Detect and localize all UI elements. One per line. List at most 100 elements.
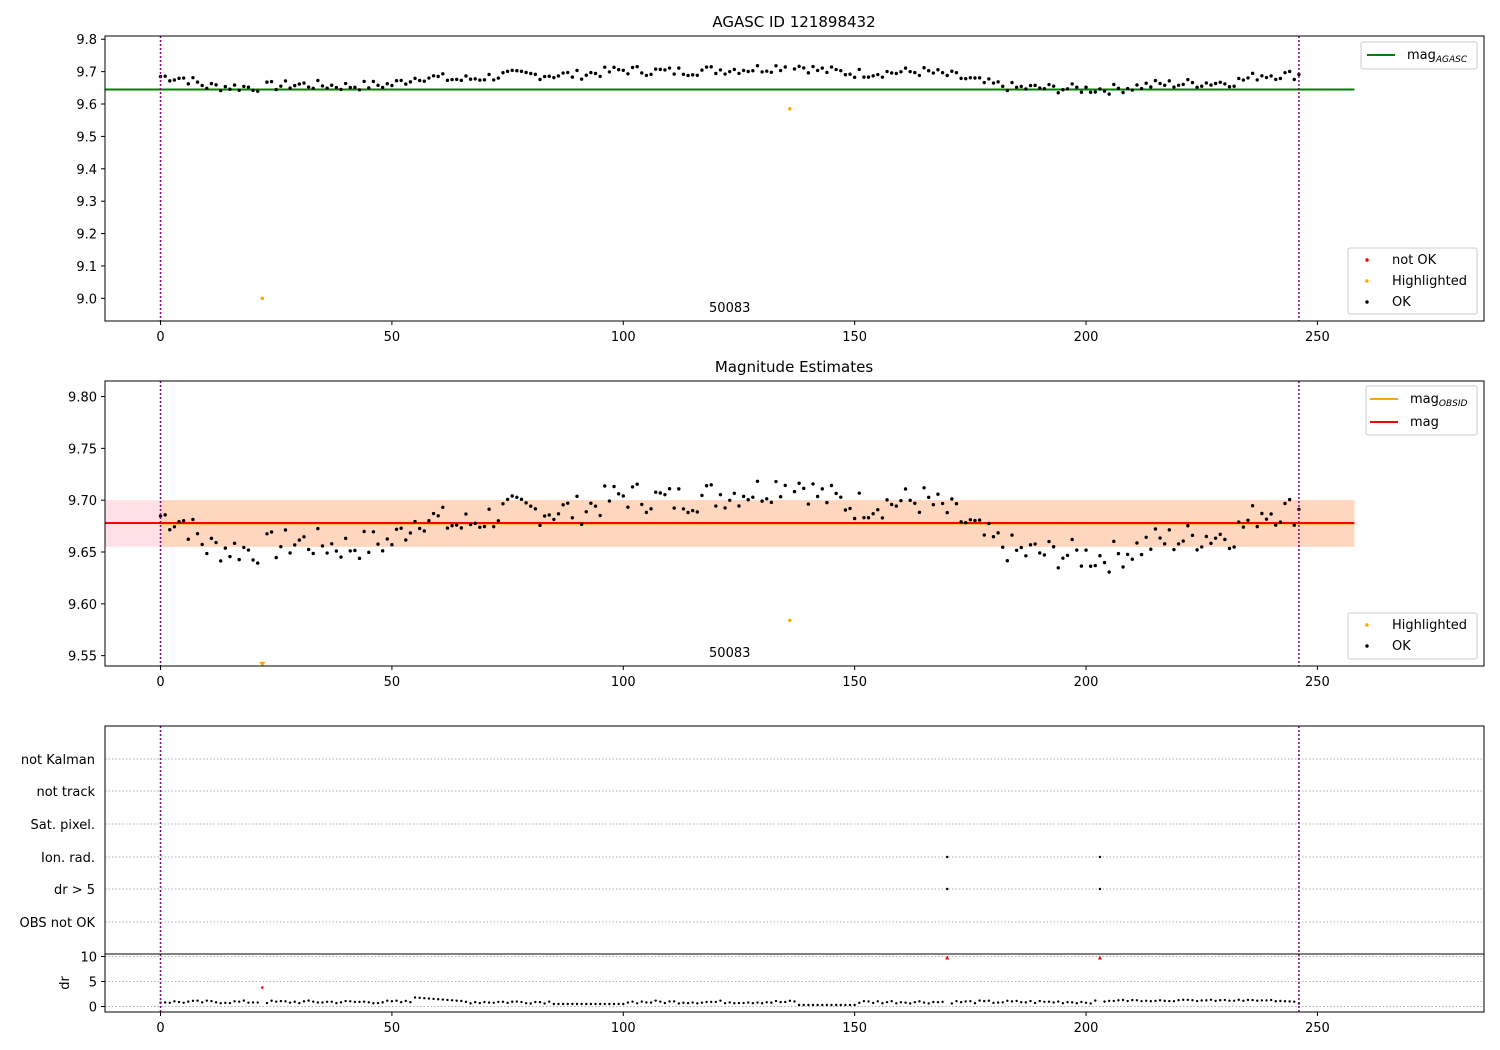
flags-plot-area: not Kalman not track Sat. pixel. Ion. rad. d…	[20, 725, 1485, 1036]
ok-point	[1227, 85, 1232, 89]
ok-point	[172, 78, 177, 82]
dr-point	[1182, 998, 1185, 1002]
ok-point	[209, 81, 214, 86]
ok-point	[1292, 77, 1296, 82]
ok-point	[1218, 532, 1222, 537]
ok-point	[695, 73, 700, 78]
ok-point	[1084, 85, 1088, 89]
ok-point	[746, 498, 750, 502]
dr-point	[807, 1003, 810, 1007]
ok-point	[751, 495, 755, 499]
dr-point	[1057, 1000, 1060, 1003]
flag-row-label: Ion. rad.	[41, 851, 95, 866]
dr-point	[927, 1002, 930, 1005]
dr-point	[913, 1000, 917, 1004]
dr-point	[793, 1000, 796, 1003]
ok-point	[1139, 86, 1144, 91]
dr-point	[265, 1001, 269, 1005]
dr-point	[691, 1001, 694, 1004]
ok-point	[667, 66, 672, 70]
ok-point	[1014, 548, 1019, 552]
dr-point	[973, 1002, 977, 1005]
ok-point	[158, 514, 163, 518]
dr-point	[552, 1002, 556, 1006]
dr-point	[399, 1000, 403, 1004]
ok-point	[774, 479, 778, 484]
ok-point	[866, 516, 871, 520]
ok-point	[195, 531, 200, 536]
ok-point	[1065, 87, 1070, 91]
x-tick-label: 150	[842, 330, 867, 345]
dr-point	[696, 1002, 699, 1005]
ok-point	[1287, 497, 1292, 502]
ok-point	[778, 495, 783, 499]
ok-point	[214, 83, 218, 87]
dr-y-tick-label: 5	[89, 976, 97, 991]
dr-point	[1070, 1001, 1074, 1004]
ok-point	[242, 545, 246, 550]
ok-point	[279, 544, 283, 549]
flag-point	[1098, 887, 1102, 891]
y-tick-label: 9.4	[76, 163, 97, 178]
ok-point	[792, 67, 797, 71]
ok-point	[806, 71, 811, 75]
ok-point	[1163, 83, 1167, 87]
dr-point	[1191, 998, 1194, 1002]
dr-point	[700, 1001, 704, 1004]
ok-point	[1112, 539, 1116, 544]
legend-mag-label: mag	[1410, 415, 1439, 430]
x-tick-label: 0	[156, 330, 164, 345]
ok-point	[857, 67, 861, 72]
dr-point	[196, 999, 199, 1002]
ok-point	[385, 537, 389, 541]
dr-point	[497, 1000, 500, 1004]
ok-point	[228, 87, 232, 91]
ok-point	[408, 80, 413, 84]
ok-point	[774, 64, 778, 68]
ok-point	[964, 76, 968, 81]
clipped-highlighted-marker	[259, 661, 266, 667]
ok-point	[857, 491, 861, 495]
ok-point	[1028, 83, 1033, 88]
ok-point	[371, 530, 376, 534]
ok-point	[964, 521, 968, 525]
ok-point	[1075, 548, 1079, 552]
dr-y-tick-label: 10	[80, 951, 97, 966]
ok-point	[917, 510, 922, 515]
ok-point	[658, 491, 663, 495]
dr-point	[1131, 998, 1134, 1002]
dr-point	[987, 999, 991, 1002]
ok-point	[1227, 546, 1232, 551]
ok-point	[297, 538, 302, 542]
ok-point	[1070, 537, 1074, 542]
ok-point	[1061, 88, 1065, 92]
ok-point	[1269, 74, 1273, 78]
dr-point	[534, 1000, 537, 1004]
ok-point	[1232, 84, 1236, 88]
ok-point	[1088, 90, 1093, 94]
ok-point	[603, 484, 607, 488]
dr-point	[571, 1002, 574, 1006]
flag-row-label: not track	[36, 785, 95, 800]
ok-point	[1024, 87, 1028, 91]
ok-point	[218, 88, 223, 93]
dr-point	[210, 999, 213, 1003]
ok-point	[728, 69, 732, 74]
dr-point	[983, 999, 986, 1003]
dr-point	[270, 999, 273, 1002]
ok-point	[1051, 84, 1056, 88]
ok-point	[584, 73, 588, 77]
ok-point	[283, 79, 288, 83]
ok-point	[792, 489, 797, 494]
ok-point	[1200, 84, 1204, 88]
dr-point	[580, 1002, 583, 1006]
ok-point	[755, 479, 760, 484]
flag-point	[946, 855, 949, 859]
dr-point	[1061, 1002, 1065, 1005]
ok-point	[889, 502, 894, 507]
dr-point	[395, 999, 398, 1002]
ok-point	[760, 70, 764, 74]
ok-point	[195, 80, 200, 84]
ok-point	[852, 516, 857, 521]
ok-point	[908, 498, 912, 503]
